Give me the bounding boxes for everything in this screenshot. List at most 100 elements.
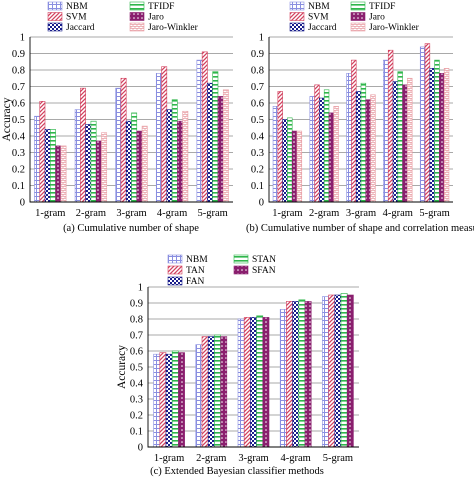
y-tick-label: 0.6 [130, 347, 143, 358]
bar-nbm-3-gram [346, 73, 352, 203]
x-tick-label: 4-gram [157, 208, 187, 219]
bar-sfan-1-gram [178, 352, 185, 448]
legend-swatch-jaro-winkler [129, 22, 145, 32]
bar-jaro-winkler-1-gram [296, 130, 303, 203]
bar-svm-5-gram [201, 51, 208, 203]
y-tick-label: 0.1 [130, 427, 143, 438]
bar-jaro-2-gram [328, 112, 335, 203]
legend-label-jaro: Jaro [148, 13, 164, 23]
bar-stan-3-gram [256, 315, 264, 448]
bar-jaro-5-gram [217, 96, 224, 203]
legend-label-nbm: NBM [186, 255, 208, 265]
y-axis-label: Accuracy [116, 345, 128, 389]
bar-tfidf-5-gram [434, 59, 440, 203]
legend-swatch-stan [233, 254, 249, 264]
bar-jaccard-3-gram [355, 91, 362, 203]
bar-svm-1-gram [39, 101, 46, 203]
legend-swatch-tan [167, 265, 183, 275]
bar-fan-2-gram [207, 336, 215, 448]
bar-fan-3-gram [250, 317, 257, 448]
legend-label-tan: TAN [186, 266, 205, 276]
bar-jaro-winkler-3-gram [370, 94, 376, 203]
bar-jaccard-3-gram [125, 120, 132, 203]
bar-jaro-winkler-2-gram [333, 106, 339, 203]
bar-nbm-1-gram [272, 106, 279, 203]
bar-svm-1-gram [277, 91, 283, 203]
bar-jaro-1-gram [55, 145, 62, 203]
x-tick-label: 2-gram [196, 453, 226, 464]
axes [29, 37, 233, 203]
x-tick-label: 4-gram [281, 453, 311, 464]
bar-jaro-winkler-2-gram [101, 132, 108, 203]
y-tick-label: 0.7 [130, 331, 143, 342]
bar-stan-1-gram [171, 350, 179, 448]
legend-label-jaccard: Jaccard [308, 23, 337, 33]
legend-swatch-fan [167, 276, 183, 286]
bar-nbm-3-gram [115, 87, 122, 203]
bar-jaro-winkler-1-gram [60, 145, 67, 203]
bar-nbm-4-gram [155, 73, 162, 203]
bar-tan-5-gram [328, 294, 336, 448]
bar-jaccard-4-gram [166, 109, 173, 203]
bar-stan-2-gram [214, 334, 221, 448]
legend-swatch-jaro-winkler [350, 22, 366, 32]
bar-jaccard-5-gram [207, 82, 213, 203]
legend-swatch-tfidf [350, 1, 366, 11]
bar-stan-5-gram [340, 293, 348, 448]
bar-nbm-2-gram [195, 344, 203, 448]
axes [147, 287, 359, 448]
y-tick-label: 0 [138, 443, 143, 454]
legend-label-stan: STAN [252, 255, 276, 265]
bar-nbm-5-gram [322, 296, 329, 448]
x-tick-label: 3-gram [346, 208, 376, 219]
bar-jaro-4-gram [402, 84, 408, 203]
bar-jaro-2-gram [95, 140, 102, 203]
y-tick-label: 0 [259, 198, 264, 209]
bar-svm-4-gram [161, 66, 168, 203]
bar-stan-4-gram [298, 299, 306, 448]
bar-tfidf-4-gram [397, 71, 403, 203]
chart-b: 0 0.1 0.2 0.3 0.4 0.5 0.6 0.7 0.8 0.9 1 1-gram 2-gra… [246, 1, 474, 234]
y-tick-label: 0.7 [251, 82, 264, 93]
bar-svm-5-gram [424, 43, 431, 203]
x-tick-label: 1-gram [154, 453, 184, 464]
legend-swatch-jaro [129, 12, 145, 21]
x-tick-label: 1-gram [35, 208, 65, 219]
bar-nbm-4-gram [383, 59, 389, 203]
bar-svm-4-gram [387, 49, 394, 203]
bar-tan-1-gram [159, 352, 167, 448]
y-tick-label: 0.3 [12, 148, 25, 159]
bar-nbm-1-gram [34, 115, 41, 203]
y-tick-label: 0.8 [12, 66, 25, 77]
legend-swatch-nbm [289, 1, 305, 11]
y-tick-label: 0.3 [251, 148, 264, 159]
bar-sfan-3-gram [262, 317, 270, 448]
legend-swatch-nbm [47, 1, 63, 11]
bar-svm-2-gram [80, 87, 86, 203]
bar-nbm-5-gram [419, 46, 426, 203]
y-tick-label: 1 [259, 33, 264, 44]
legend-swatch-tfidf [129, 1, 145, 11]
bar-jaro-4-gram [177, 120, 183, 203]
axes [268, 37, 453, 203]
legend-label-fan: FAN [186, 277, 204, 287]
bar-tfidf-1-gram [287, 117, 293, 203]
bar-tfidf-3-gram [360, 82, 367, 203]
legend-swatch-sfan [233, 265, 249, 275]
legend-label-tfidf: TFIDF [148, 2, 174, 12]
chart-caption: (c) Extended Bayesian classifier methods [150, 466, 324, 477]
chart-caption: (a) Cumulative number of shape [63, 223, 199, 234]
legend-swatch-svm [289, 12, 305, 21]
bar-jaro-winkler-4-gram [182, 110, 189, 203]
bar-svm-3-gram [120, 77, 127, 203]
bar-sfan-2-gram [220, 336, 228, 448]
bar-jaro-5-gram [439, 73, 445, 203]
y-tick-label: 0 [20, 198, 25, 209]
x-tick-label: 5-gram [323, 453, 353, 464]
y-tick-label: 0.2 [130, 411, 143, 422]
bar-nbm-5-gram [196, 59, 203, 203]
